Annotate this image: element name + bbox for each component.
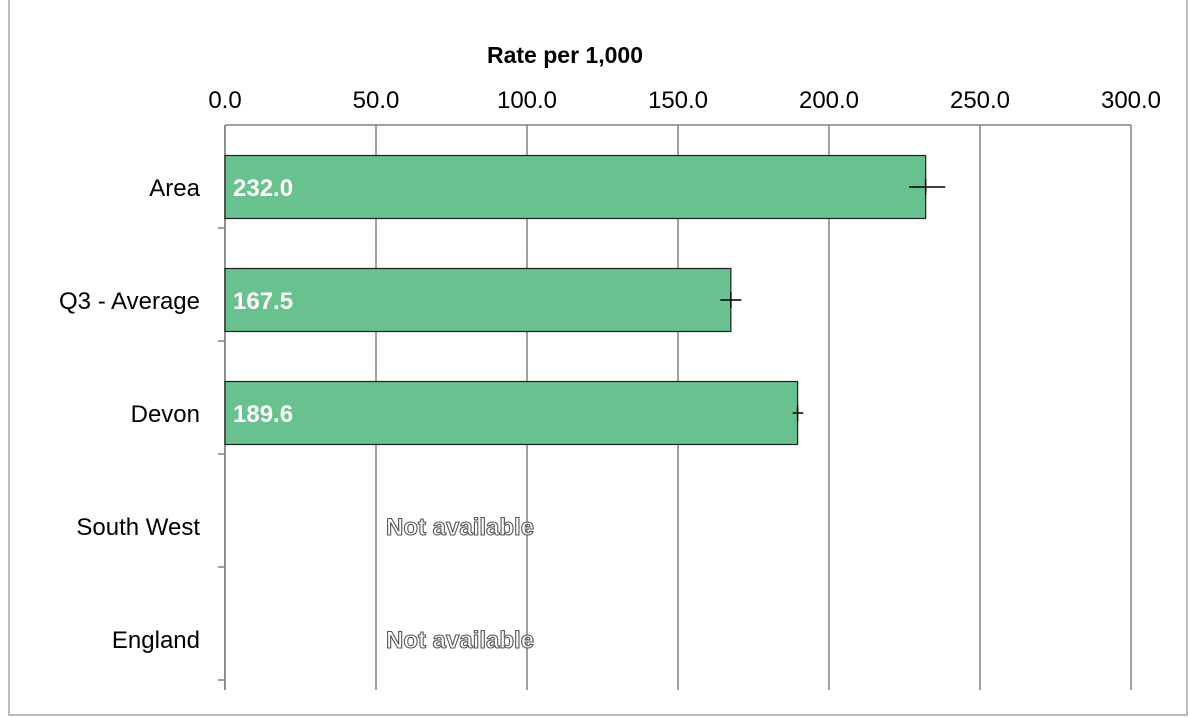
bar-data-label: 232.0 — [233, 175, 293, 202]
x-tick-label: 300.0 — [1101, 87, 1161, 114]
category-label: South West — [76, 514, 200, 541]
x-axis-ticks: 0.0 50.0 100.0 150.0 200.0 250.0 300.0 — [208, 87, 1161, 114]
not-available-label: Not available — [386, 627, 534, 654]
x-tick-label: 0.0 — [208, 87, 241, 114]
category-labels: Area Q3 - Average Devon South West England — [59, 175, 201, 654]
bar — [224, 380, 799, 446]
chart-frame — [8, 0, 1188, 716]
bar — [224, 267, 732, 333]
bar-data-label: 189.6 — [233, 401, 293, 428]
category-label: Q3 - Average — [59, 288, 200, 315]
data-labels: 232.0 167.5 189.6 Not available Not availabl… — [233, 175, 535, 655]
not-available-label: Not available — [386, 514, 534, 541]
x-tick-label: 50.0 — [353, 87, 400, 114]
bars — [224, 154, 927, 446]
x-tick-label: 250.0 — [950, 87, 1010, 114]
bar-data-label: 167.5 — [233, 288, 293, 315]
category-label: England — [112, 627, 200, 654]
x-tick-label: 150.0 — [648, 87, 708, 114]
chart-title: Rate per 1,000 — [487, 42, 643, 68]
x-tick-label: 200.0 — [799, 87, 859, 114]
error-bars — [720, 179, 946, 421]
category-label: Area — [149, 175, 200, 202]
bar — [224, 154, 927, 220]
x-tick-label: 100.0 — [497, 87, 557, 114]
category-label: Devon — [131, 401, 200, 428]
